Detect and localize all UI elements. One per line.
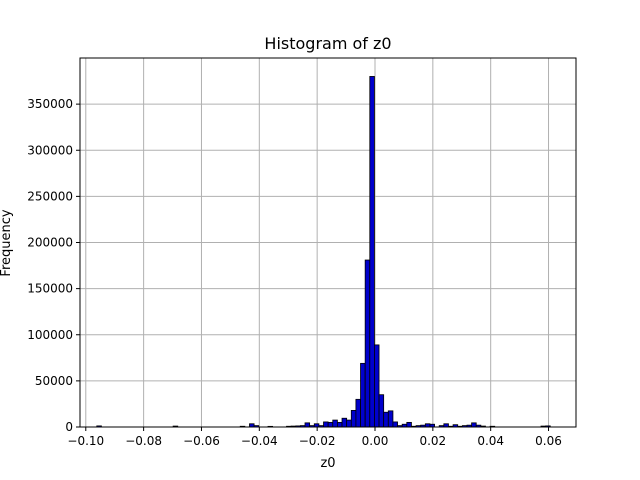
histogram-bar: [471, 422, 477, 428]
y-axis-label: Frequency: [0, 209, 14, 276]
grid-lines: [80, 58, 576, 428]
histogram-bar: [387, 410, 394, 428]
y-tick-label: 300000: [27, 143, 73, 157]
x-tick-label: −0.08: [125, 434, 162, 448]
histogram-bars: [96, 76, 551, 428]
y-axis-ticks: 0 50000 100000 150000 200000 250000 300000 3500…: [27, 97, 80, 434]
x-tick-label: 0.00: [362, 434, 389, 448]
x-axis-ticks: −0.10 −0.08 −0.06 −0.04 −0.02 0.00 0.02 0.04 0.0…: [67, 427, 562, 448]
histogram-bar: [406, 421, 412, 428]
x-tick-label: −0.04: [241, 434, 278, 448]
histogram-bar: [378, 394, 385, 428]
y-tick-label: 50000: [35, 374, 73, 388]
histogram-bar: [364, 259, 371, 428]
x-tick-label: −0.10: [67, 434, 104, 448]
x-tick-label: 0.02: [419, 434, 446, 448]
y-tick-label: 200000: [27, 236, 73, 250]
histogram-bar: [323, 421, 329, 428]
histogram-bar: [369, 76, 375, 428]
histogram-bar: [341, 417, 348, 428]
chart-title: Histogram of z0: [264, 34, 391, 53]
histogram-bar: [304, 422, 311, 428]
y-tick-label: 150000: [27, 282, 73, 296]
y-tick-label: 0: [65, 420, 73, 434]
x-tick-label: 0.04: [477, 434, 504, 448]
histogram-bar: [360, 362, 366, 428]
histogram-bar: [350, 409, 357, 428]
histogram-bar: [332, 419, 338, 428]
y-tick-label: 100000: [27, 328, 73, 342]
x-tick-label: −0.06: [183, 434, 220, 448]
histogram-bar: [355, 398, 361, 428]
histogram-bar: [374, 344, 380, 428]
x-tick-label: −0.02: [299, 434, 336, 448]
histogram-bar: [346, 419, 352, 428]
x-axis-label: z0: [320, 456, 335, 471]
histogram-bar: [327, 421, 334, 428]
y-tick-label: 250000: [27, 189, 73, 203]
y-tick-label: 350000: [27, 97, 73, 111]
histogram-bar: [336, 421, 343, 428]
histogram-bar: [383, 411, 389, 428]
histogram-bar: [392, 421, 398, 428]
x-tick-label: 0.06: [535, 434, 562, 448]
